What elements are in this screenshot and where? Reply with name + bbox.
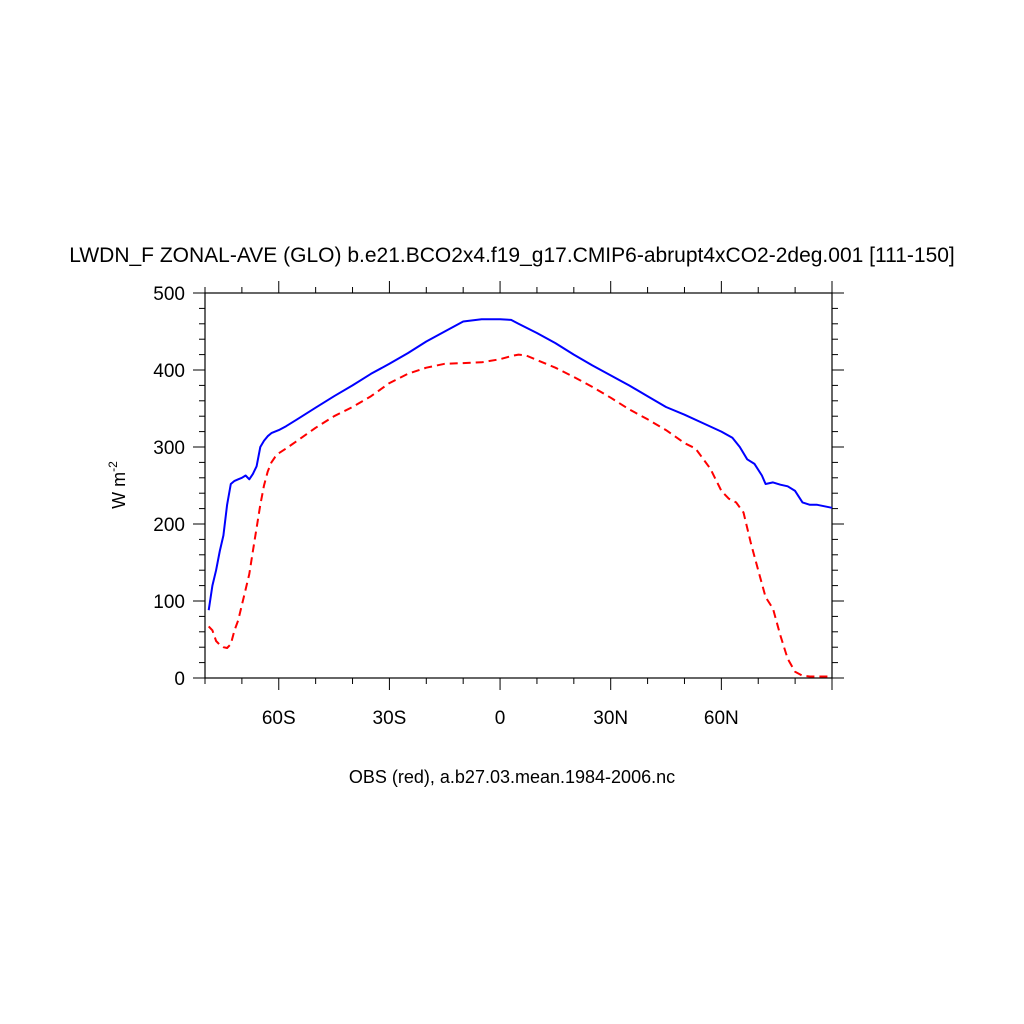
y-tick-label: 0	[174, 669, 185, 690]
x-tick-labels: 60S 30S 0 30N 60N	[262, 708, 739, 729]
y-tick-labels: 0 100 200 300 400 500	[153, 284, 185, 690]
chart-subtitle: OBS (red), a.b27.03.mean.1984-2006.nc	[349, 767, 675, 787]
y-tick-label: 100	[153, 592, 185, 613]
x-tick-label: 60S	[262, 708, 296, 729]
plot-area	[193, 281, 844, 690]
model-series-line	[207, 318, 833, 611]
data-series	[207, 318, 833, 678]
x-tick-label: 60N	[704, 708, 739, 729]
y-axis-label-main: W m	[109, 472, 129, 509]
y-tick-label: 200	[153, 515, 185, 536]
x-tick-label: 30S	[373, 708, 407, 729]
y-axis-label: W m-2	[106, 461, 129, 509]
chart-title: LWDN_F ZONAL-AVE (GLO) b.e21.BCO2x4.f19_…	[69, 244, 955, 267]
y-tick-label: 400	[153, 361, 185, 382]
plot-frame	[204, 292, 833, 679]
y-axis-label-superscript: -2	[106, 461, 120, 472]
y-tick-label: 300	[153, 438, 185, 459]
obs-series-line	[207, 353, 832, 678]
x-tick-label: 30N	[593, 708, 628, 729]
x-tick-label: 0	[495, 708, 506, 729]
axis-ticks	[193, 281, 844, 690]
y-tick-label: 500	[153, 284, 185, 305]
